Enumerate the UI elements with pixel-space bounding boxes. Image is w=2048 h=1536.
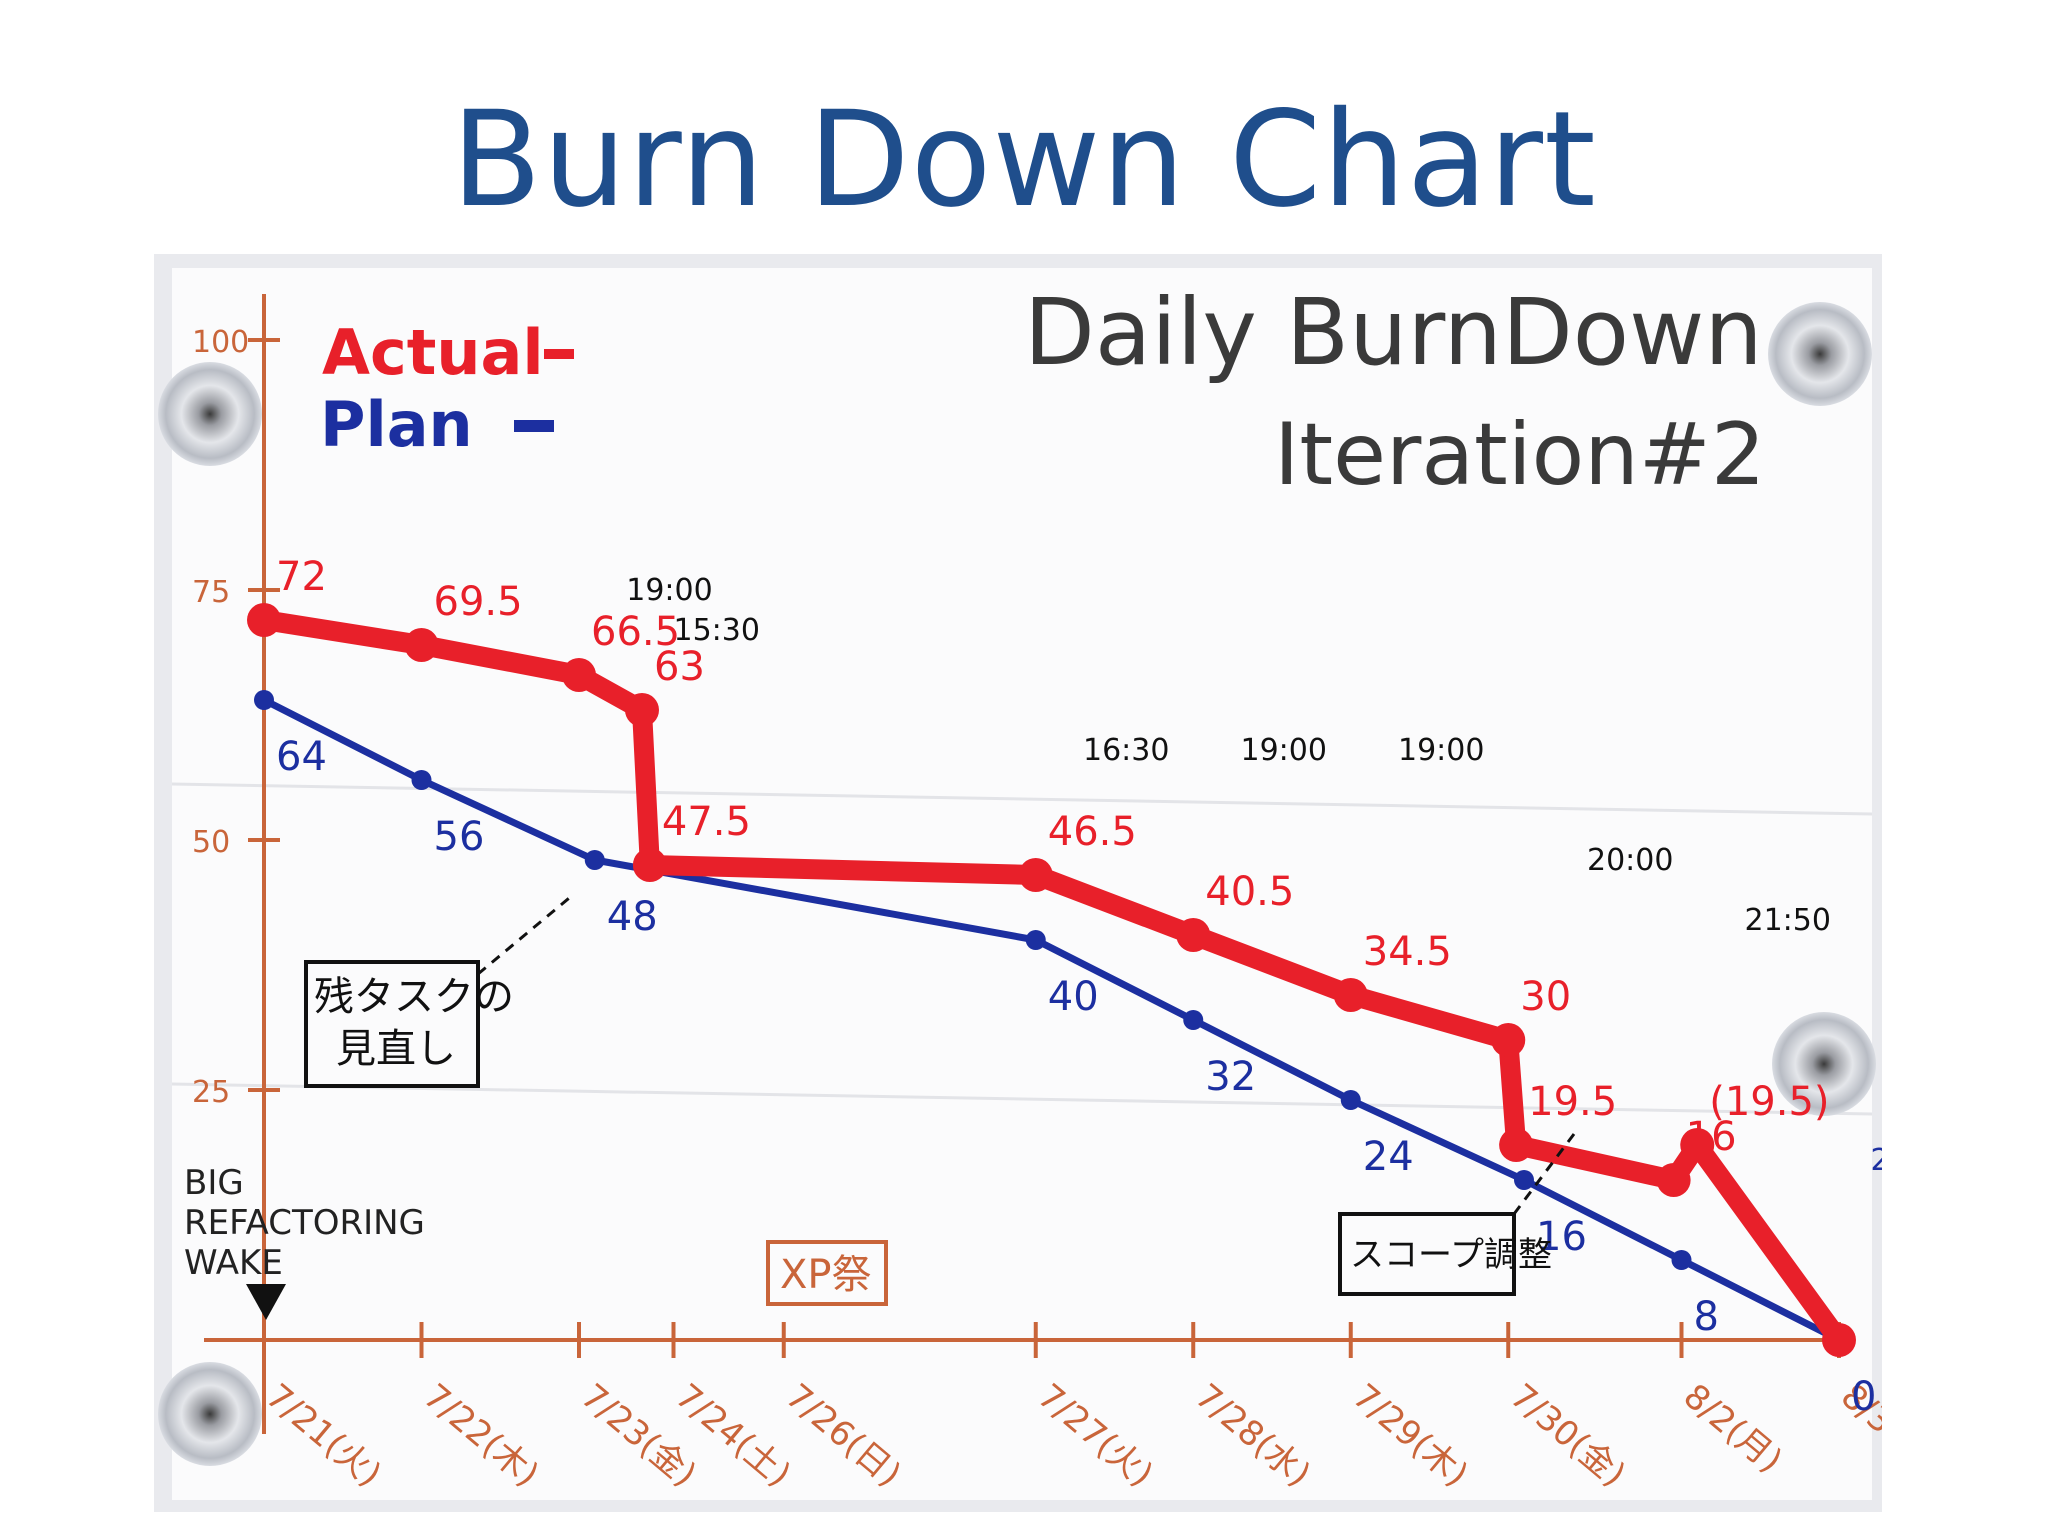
data-point-plan [254,690,274,710]
data-point-plan [1514,1170,1534,1190]
note-line: スコープ調整 [1350,1235,1552,1275]
data-point-plan [584,850,605,870]
paper-fold [171,782,1873,816]
suction-pin [1772,1012,1876,1116]
data-label-plan: 8 [1694,1294,1719,1340]
data-label-plan: 24 [1363,1134,1414,1180]
poster-subheading: Iteration#2 [1274,405,1766,505]
data-label-plan: 16 [1536,1214,1587,1260]
paper-fold [171,1082,1873,1116]
big-refactoring-note: BIG REFACTORING WAKE [184,1163,425,1320]
poster-heading: Daily BurnDown [1024,279,1763,386]
data-label-actual: 72 [276,554,327,600]
data-point-plan [1340,1090,1361,1110]
legend: Actual Plan [320,316,574,461]
slide-title: Burn Down Chart [451,83,1597,237]
data-point-actual [404,628,439,662]
review-note-box: 残タスクの 見直し [304,892,575,1088]
time-annotation: 23:15 [1871,1143,1883,1178]
plan-series-layer: 64 56 48 40 32 24 16 8 0 [254,690,1876,1420]
data-label-actual: 47.5 [662,799,751,845]
data-label-plan: 48 [607,894,658,940]
suction-pin [158,362,262,466]
suction-pin [158,1362,262,1466]
data-point-actual [1018,858,1053,892]
data-point-actual [1822,1323,1856,1357]
note-line: REFACTORING [184,1203,425,1243]
data-label-actual: 30 [1520,974,1571,1020]
y-tick-label: 100 [192,325,249,360]
actual-series-layer: 72 69.5 66.563 47.5 46.5 40.5 34.5 30 19.5 16 (19.… [247,554,1856,1357]
data-label-actual: 69.5 [434,579,523,625]
data-point-actual [1176,918,1211,952]
note-line: WAKE [184,1243,283,1283]
data-label-actual: 46.5 [1048,809,1137,855]
suction-pin [1768,302,1872,406]
data-label-plan: 64 [276,734,327,780]
data-label-actual: (19.5) [1709,1079,1829,1125]
data-point-actual [632,848,667,882]
y-tick-label: 25 [192,1075,230,1110]
data-label-plan: 56 [434,814,485,860]
xp-fest-note: XP祭 [766,1240,888,1306]
note-line: XP祭 [780,1252,872,1298]
annotation-layer: 19:00 15:30 16:30 19:00 19:00 20:00 21:50 23:15 [626,573,1882,1178]
data-label-plan: 32 [1205,1054,1256,1100]
y-tick-label: 75 [192,575,230,610]
y-tick-layer: 100 75 50 25 [192,325,280,1110]
data-point-actual [1491,1023,1526,1057]
scope-adjust-note: スコープ調整 [1338,1133,1576,1296]
data-point-actual [625,693,659,727]
note-line: 見直し [336,1026,456,1072]
data-point-actual [1680,1128,1715,1162]
data-point-actual [1499,1128,1534,1162]
time-annotation: 19:00 [1398,733,1484,768]
time-annotation: 19:00 [1241,733,1327,768]
legend-plan-label: Plan [320,388,473,461]
data-point-actual [247,603,281,637]
triangle-marker-icon [246,1284,286,1320]
data-point-plan [411,770,432,790]
note-line: BIG [184,1163,244,1203]
data-point-actual [562,658,596,692]
time-annotation: 19:00 [626,573,712,608]
data-point-actual [1656,1163,1691,1197]
note-line: 残タスクの [314,974,514,1020]
time-annotation: 20:00 [1587,843,1673,878]
data-label-actual: 40.5 [1205,869,1294,915]
data-label-plan: 0 [1851,1374,1876,1420]
y-tick-label: 50 [192,825,230,860]
data-point-plan [1183,1010,1204,1030]
time-annotation: 15:30 [674,613,760,648]
data-point-actual [1333,978,1368,1012]
data-label-actual: 19.5 [1528,1079,1617,1125]
data-label-plan: 40 [1048,974,1099,1020]
data-label-actual: 34.5 [1363,929,1452,975]
time-annotation: 21:50 [1745,903,1831,938]
data-point-plan [1025,930,1046,950]
data-point-plan [1671,1250,1692,1270]
poster-photo: 100 75 50 25 7/21(火) 7/22(木) 7/23(金) 7/24(土) 7/… [154,254,1882,1512]
data-label-actual: 66.5 [591,609,680,655]
time-annotation: 16:30 [1083,733,1169,768]
legend-actual-label: Actual [322,316,544,389]
data-label-actual: 63 [654,644,705,690]
